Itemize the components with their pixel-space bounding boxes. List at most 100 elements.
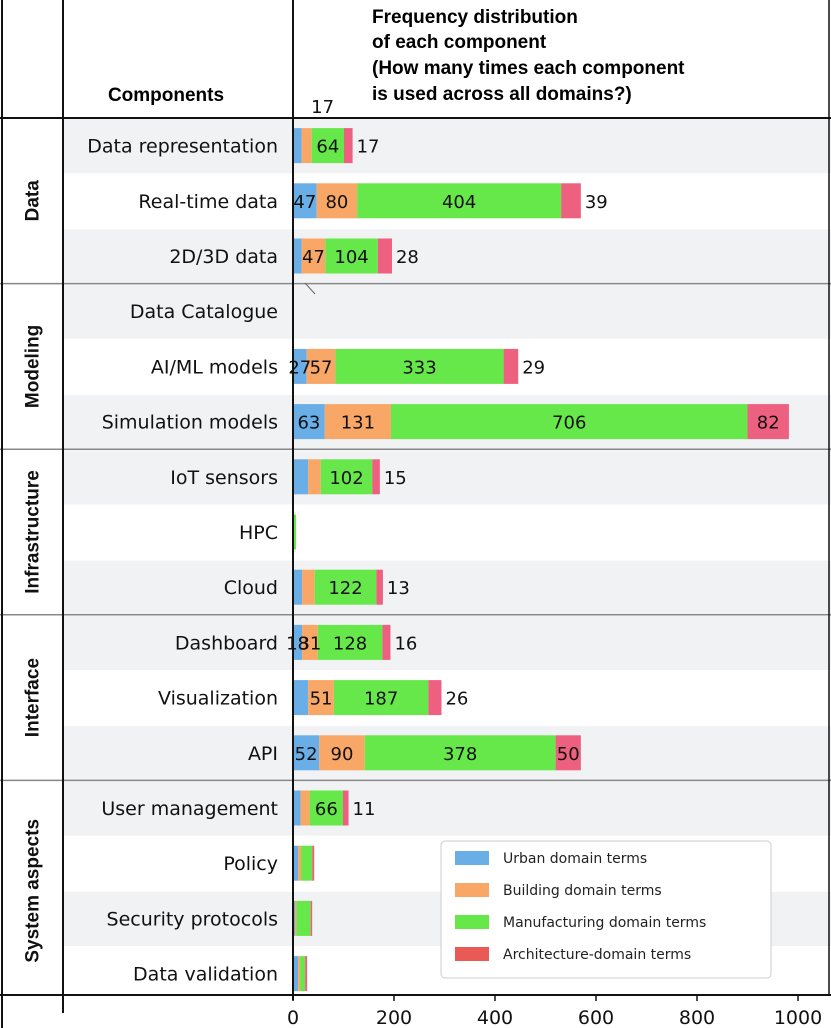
bar-segment bbox=[319, 735, 365, 771]
bar-segment bbox=[372, 459, 380, 495]
bar-segment bbox=[300, 956, 306, 992]
component-label: Cloud bbox=[224, 577, 278, 599]
group-label: Infrastructure bbox=[23, 470, 44, 594]
component-label: AI/ML models bbox=[151, 356, 278, 378]
component-label: Data validation bbox=[133, 964, 278, 986]
legend-label: Architecture-domain terms bbox=[503, 947, 691, 963]
bar-segment bbox=[308, 459, 321, 495]
data-label: 131 bbox=[341, 413, 375, 434]
bar-segment bbox=[320, 459, 373, 495]
group-label: Modeling bbox=[23, 325, 44, 408]
data-label: 28 bbox=[396, 247, 419, 268]
bar-segment bbox=[428, 680, 442, 716]
component-label: Simulation models bbox=[102, 412, 278, 434]
component-label: Data representation bbox=[87, 136, 278, 158]
data-label: 31 bbox=[298, 633, 321, 654]
data-label: 706 bbox=[552, 413, 586, 434]
bar-segment bbox=[293, 459, 309, 495]
bar-segment bbox=[364, 735, 556, 771]
bar-segment bbox=[344, 128, 353, 164]
data-label: 52 bbox=[295, 744, 318, 765]
data-label: 17 bbox=[311, 97, 334, 118]
bar-segment bbox=[357, 183, 562, 219]
data-label: 82 bbox=[757, 413, 780, 434]
text-labels: Components Frequency distribution of eac… bbox=[23, 7, 823, 1028]
component-label: Policy bbox=[223, 853, 278, 875]
data-label: 47 bbox=[293, 192, 316, 213]
bar-segment bbox=[342, 790, 349, 826]
bar-segment bbox=[311, 128, 345, 164]
data-label: 18 bbox=[286, 633, 309, 654]
bar-segment bbox=[301, 238, 326, 274]
component-label: 2D/3D data bbox=[169, 246, 278, 268]
data-label: 17 bbox=[357, 137, 380, 158]
data-label: 16 bbox=[394, 633, 417, 654]
bar-segment bbox=[317, 624, 383, 660]
bar-segment bbox=[324, 404, 391, 440]
bar-segment bbox=[555, 735, 581, 771]
data-label: 47 bbox=[302, 247, 325, 268]
bar-segment bbox=[293, 348, 307, 384]
row-band bbox=[63, 284, 831, 339]
bar-segment bbox=[296, 900, 311, 936]
x-tick-label: 0 bbox=[287, 1007, 299, 1028]
data-label: 404 bbox=[442, 192, 476, 213]
bar-segment bbox=[306, 348, 336, 384]
component-label: IoT sensors bbox=[170, 467, 278, 489]
data-label: 64 bbox=[316, 137, 339, 158]
x-tick-label: 1000 bbox=[774, 1007, 822, 1028]
data-label: 128 bbox=[333, 633, 367, 654]
data-label: 333 bbox=[402, 357, 436, 378]
data-label: 57 bbox=[310, 357, 333, 378]
data-label: 39 bbox=[585, 192, 608, 213]
component-label: User management bbox=[101, 798, 278, 820]
data-label: 51 bbox=[310, 689, 333, 710]
data-label: 11 bbox=[353, 799, 376, 820]
leader-line bbox=[304, 282, 316, 295]
chart-title-line-1: Frequency distribution bbox=[372, 7, 578, 28]
bar-segment bbox=[302, 569, 315, 605]
bar-segment bbox=[308, 680, 334, 716]
bar-segment bbox=[293, 404, 325, 440]
component-label: HPC bbox=[239, 522, 278, 544]
bar-segment bbox=[302, 624, 318, 660]
data-label: 63 bbox=[297, 413, 320, 434]
row-band bbox=[63, 615, 831, 670]
bar-segment bbox=[301, 128, 312, 164]
component-label: Security protocols bbox=[107, 908, 278, 930]
bar-segment bbox=[503, 348, 519, 384]
row-band bbox=[63, 560, 831, 615]
bar-segment bbox=[309, 790, 343, 826]
data-label: 26 bbox=[445, 689, 468, 710]
data-label: 50 bbox=[557, 744, 580, 765]
component-label: Real-time data bbox=[138, 191, 278, 213]
legend: Urban domain terms Building domain terms M… bbox=[440, 840, 772, 979]
component-label: Dashboard bbox=[175, 632, 278, 654]
bar-segment bbox=[293, 680, 309, 716]
legend-swatch bbox=[455, 851, 489, 865]
data-label: 29 bbox=[522, 357, 545, 378]
data-label: 27 bbox=[288, 357, 311, 378]
bar-segment bbox=[312, 845, 315, 881]
data-label: 90 bbox=[331, 744, 354, 765]
chart-title-line-3: (How many times each component bbox=[372, 58, 685, 79]
bars bbox=[293, 128, 789, 992]
legend-swatch bbox=[455, 883, 489, 897]
bar-segment bbox=[293, 845, 299, 881]
bar-segment bbox=[310, 900, 313, 936]
legend-box bbox=[440, 840, 772, 979]
row-header: Components bbox=[108, 85, 224, 106]
chart-title-line-4: is used across all domains?) bbox=[372, 84, 632, 105]
bar-segment bbox=[298, 956, 301, 992]
data-label: 122 bbox=[328, 578, 362, 599]
bar-segment bbox=[300, 790, 310, 826]
bar-segment bbox=[293, 514, 297, 550]
bar-segment bbox=[316, 183, 358, 219]
data-label: 15 bbox=[384, 468, 407, 489]
group-label: Interface bbox=[23, 658, 44, 737]
component-label: Visualization bbox=[158, 688, 278, 710]
bar-segment bbox=[295, 900, 297, 936]
bar-segment bbox=[747, 404, 789, 440]
bar-segment bbox=[293, 624, 303, 660]
